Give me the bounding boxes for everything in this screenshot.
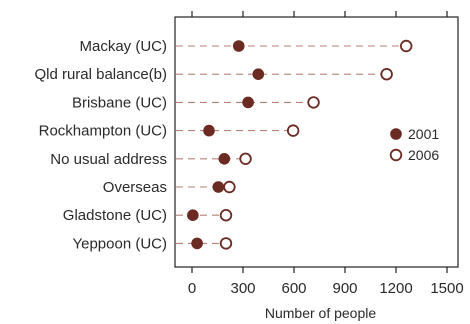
x-tick-label: 0 — [188, 280, 196, 297]
plot-frame — [174, 16, 459, 268]
data-point-2006 — [400, 39, 413, 53]
x-tick-label: 1200 — [379, 280, 412, 297]
data-point-2006 — [219, 237, 233, 250]
category-label: Gladstone (UC) — [63, 207, 167, 224]
data-point-2001 — [203, 124, 215, 137]
x-tick-label: 600 — [281, 280, 306, 297]
data-point-2006 — [223, 180, 236, 194]
data-point-2001 — [232, 40, 245, 52]
data-point-2006 — [219, 208, 233, 222]
connector-lines — [176, 45, 407, 244]
data-point-2006 — [286, 124, 300, 137]
x-tick-label: 300 — [230, 280, 255, 297]
data-point-2001 — [212, 181, 225, 193]
data-point-2001 — [218, 153, 231, 165]
category-label: Qld rural balance(b) — [34, 66, 167, 83]
data-markers — [187, 39, 413, 250]
category-label: Mackay (UC) — [79, 38, 167, 55]
legend-marker-2006 — [389, 148, 403, 162]
category-label: Yeppoon (UC) — [72, 235, 167, 252]
category-label: Overseas — [103, 179, 167, 196]
data-point-2006 — [380, 67, 393, 81]
x-axis-ticks — [191, 11, 448, 273]
category-label: No usual address — [50, 151, 167, 168]
data-point-2001 — [187, 209, 199, 221]
x-tick-label: 900 — [332, 280, 357, 297]
data-point-2006 — [307, 96, 320, 109]
category-label: Brisbane (UC) — [72, 94, 167, 111]
legend-label: 2001 — [408, 126, 439, 142]
legend: 2001 2006 — [389, 126, 439, 163]
legend-marker-2001 — [390, 128, 402, 140]
data-point-2001 — [242, 96, 254, 109]
x-axis-title: Number of people — [265, 305, 377, 321]
data-point-2001 — [252, 68, 265, 80]
category-labels: Mackay (UC) Qld rural balance(b) Brisbane … — [34, 38, 167, 252]
data-point-2001 — [191, 237, 203, 250]
legend-label: 2006 — [408, 147, 439, 163]
category-label: Rockhampton (UC) — [39, 123, 167, 140]
x-axis-tick-labels: 0 300 600 900 1200 1500 — [188, 280, 464, 297]
x-tick-label: 1500 — [430, 280, 463, 297]
data-point-2006 — [239, 152, 252, 166]
